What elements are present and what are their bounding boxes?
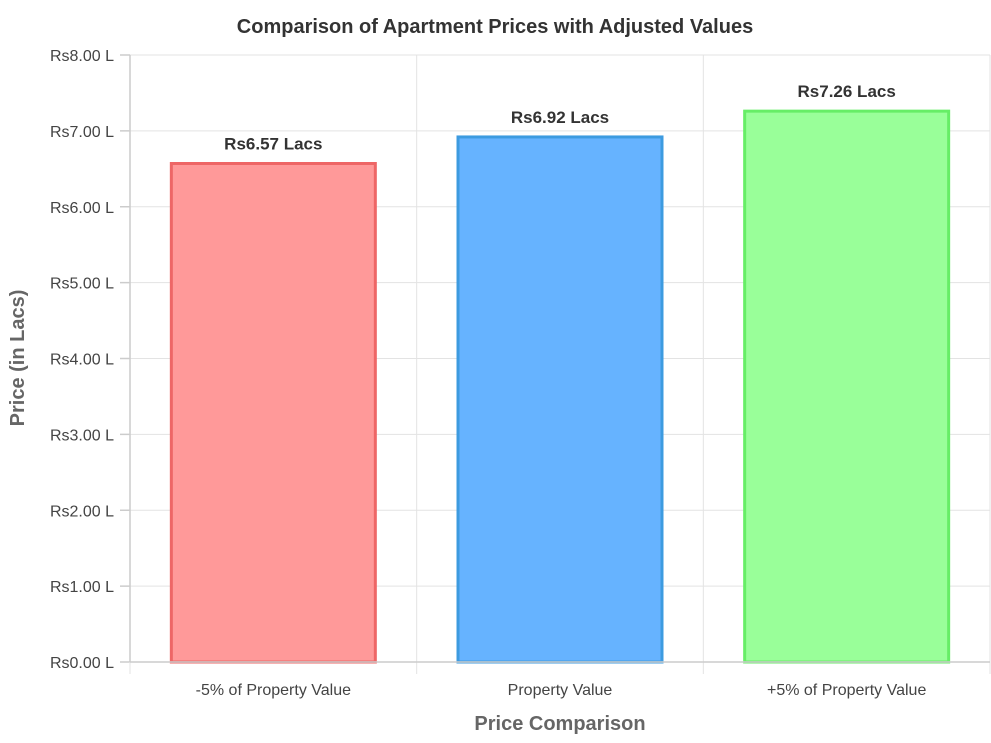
y-tick-label: Rs2.00 L [50,503,114,520]
y-tick-label: Rs7.00 L [50,124,114,141]
data-label: Rs6.92 Lacs [511,108,609,127]
axes [120,54,991,674]
data-label: Rs6.57 Lacs [224,135,322,154]
y-tick-label: Rs6.00 L [50,200,114,217]
x-axis-title: Price Comparison [474,713,645,735]
y-tick-label: Rs0.00 L [50,655,114,672]
x-tick-label: Property Value [508,682,613,699]
y-tick-label: Rs3.00 L [50,427,114,444]
y-tick-label: Rs5.00 L [50,276,114,293]
bars [169,109,951,664]
y-tick-label: Rs4.00 L [50,352,114,369]
chart-title: Comparison of Apartment Prices with Adju… [237,16,753,38]
y-axis-title: Price (in Lacs) [7,290,29,427]
x-tick-label: -5% of Property Value [196,682,351,699]
data-label: Rs7.26 Lacs [798,82,896,101]
bar [456,135,664,664]
y-tick-label: Rs1.00 L [50,579,114,596]
x-tick-label: +5% of Property Value [767,682,926,699]
labels: Rs0.00 L Rs1.00 L Rs2.00 L Rs3.00 L Rs4.00 L… [50,48,926,699]
bar [743,109,951,664]
y-tick-label: Rs8.00 L [50,48,114,65]
bar [169,162,377,664]
